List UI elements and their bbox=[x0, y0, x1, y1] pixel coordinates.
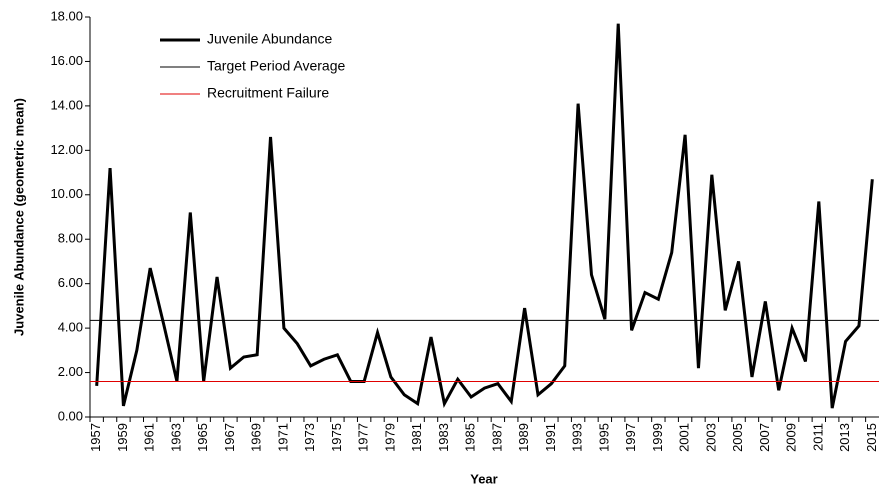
x-tick-label: 1971 bbox=[275, 423, 290, 452]
x-tick-label: 2013 bbox=[837, 423, 852, 452]
x-tick-label: 1967 bbox=[222, 423, 237, 452]
x-tick-label: 1963 bbox=[168, 423, 183, 452]
x-tick-label: 1983 bbox=[436, 423, 451, 452]
y-tick-label: 10.00 bbox=[50, 186, 83, 201]
x-tick-label: 1965 bbox=[195, 423, 210, 452]
legend-label: Juvenile Abundance bbox=[207, 31, 333, 47]
x-tick-label: 1985 bbox=[463, 423, 478, 452]
x-tick-label: 1957 bbox=[88, 423, 103, 452]
x-tick-label: 2001 bbox=[677, 423, 692, 452]
x-tick-label: 2015 bbox=[864, 423, 879, 452]
x-tick-label: 2011 bbox=[810, 423, 825, 451]
x-tick-label: 1993 bbox=[570, 423, 585, 452]
y-tick-label: 6.00 bbox=[58, 275, 83, 290]
x-tick-label: 1997 bbox=[623, 423, 638, 452]
y-tick-label: 0.00 bbox=[58, 408, 83, 423]
legend-label: Target Period Average bbox=[207, 58, 345, 74]
x-tick-label: 1989 bbox=[516, 423, 531, 452]
x-tick-label: 2003 bbox=[703, 423, 718, 452]
legend-label: Recruitment Failure bbox=[207, 85, 329, 101]
x-axis-title: Year bbox=[470, 471, 497, 486]
x-tick-label: 2009 bbox=[784, 423, 799, 452]
y-tick-label: 4.00 bbox=[58, 320, 83, 335]
y-tick-label: 14.00 bbox=[50, 97, 83, 112]
x-tick-label: 1979 bbox=[382, 423, 397, 452]
y-tick-label: 12.00 bbox=[50, 142, 83, 157]
x-tick-label: 1987 bbox=[489, 423, 504, 452]
x-tick-label: 1981 bbox=[409, 423, 424, 452]
y-axis-title: Juvenile Abundance (geometric mean) bbox=[11, 98, 26, 336]
x-tick-label: 1969 bbox=[249, 423, 264, 452]
x-tick-label: 1977 bbox=[356, 423, 371, 452]
y-tick-label: 8.00 bbox=[58, 231, 83, 246]
x-tick-label: 2007 bbox=[757, 423, 772, 452]
x-tick-label: 1995 bbox=[596, 423, 611, 452]
x-tick-label: 1959 bbox=[115, 423, 130, 452]
y-tick-label: 2.00 bbox=[58, 364, 83, 379]
x-tick-label: 1961 bbox=[142, 423, 157, 452]
x-tick-label: 1999 bbox=[650, 423, 665, 452]
x-tick-label: 1975 bbox=[329, 423, 344, 452]
data-line bbox=[95, 23, 874, 409]
y-tick-label: 18.00 bbox=[50, 8, 83, 23]
y-tick-label: 16.00 bbox=[50, 53, 83, 68]
x-tick-label: 1973 bbox=[302, 423, 317, 452]
x-tick-label: 1991 bbox=[543, 423, 558, 452]
x-tick-label: 2005 bbox=[730, 423, 745, 452]
